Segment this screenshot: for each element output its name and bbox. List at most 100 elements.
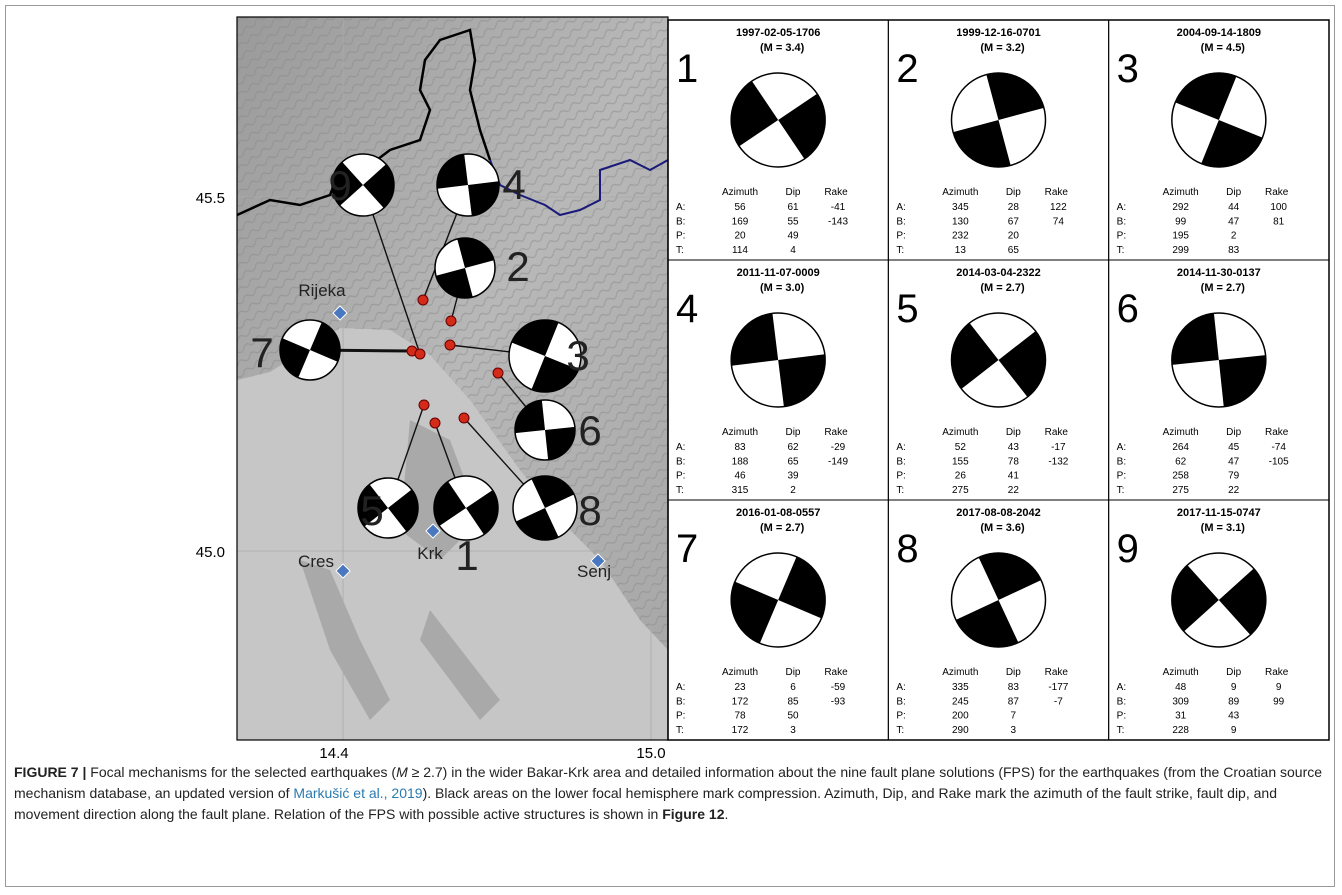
panels: 1997-02-05-1706 (M = 3.4) 1 Azimuth Dip Rake A… [667,19,1330,741]
compression-quadrant [358,484,418,532]
row-label: P: [676,471,685,482]
row-label: P: [676,711,685,722]
magnitude: (M = 3.1) [1201,522,1246,534]
column-header: Rake [1265,667,1289,678]
table-value: -17 [1051,442,1066,453]
table-value: 172 [732,725,749,736]
table-value: 195 [1172,231,1189,242]
epicenter [445,315,457,327]
magnitude: (M = 2.7) [980,282,1025,294]
row-label: P: [896,231,905,242]
row-label: T: [1117,485,1125,496]
compression-quadrant [511,320,579,392]
table-value: 26 [955,471,967,482]
table-value: 2 [1231,231,1237,242]
map: 45.5 45.0 14.4 15.0 [196,16,669,760]
table-value: -7 [1054,696,1063,707]
table-value: 43 [1228,711,1240,722]
event-date: 1999-12-16-0701 [956,27,1040,39]
event-date: 2014-11-30-0137 [1177,267,1261,279]
row-label: P: [1117,711,1126,722]
epicenter [492,367,504,379]
compression-quadrant [731,81,826,159]
row-label: A: [1117,442,1126,453]
table-value: 78 [1008,456,1020,467]
table-value: 62 [1175,456,1187,467]
marker-number: 4 [502,161,525,208]
compression-quadrant [515,400,575,460]
row-label: A: [676,682,685,693]
table-value: 169 [732,216,749,227]
figure-frame [5,5,1335,887]
table-value: 245 [952,696,969,707]
table-value: 87 [1008,696,1020,707]
table-value: 345 [952,202,969,213]
compression-quadrant [955,553,1042,647]
panel-number: 7 [676,527,698,571]
compression-quadrant [731,313,826,407]
lon-label: 14.4 [319,745,348,760]
table-value: 78 [734,711,746,722]
compression-quadrant [436,238,494,298]
table-value: 228 [1172,725,1189,736]
row-label: P: [1117,471,1126,482]
lat-label: 45.5 [196,190,225,207]
caption-text: Focal mechanisms for the selected earthq… [86,764,397,780]
table-value: -143 [828,216,848,227]
table-value: 22 [1228,485,1240,496]
place-label: Senj [577,562,611,581]
table-value: 67 [1008,216,1020,227]
column-header: Dip [1226,427,1241,438]
column-header: Rake [824,187,848,198]
table-value: -93 [831,696,846,707]
column-header: Azimuth [942,667,978,678]
table-value: 99 [1175,216,1187,227]
table-value: 172 [732,696,749,707]
marker-number: 7 [250,329,273,376]
table-value: 200 [952,711,969,722]
column-header: Azimuth [722,427,758,438]
row-label: P: [1117,231,1126,242]
compression-quadrant [332,161,394,209]
caption-label: FIGURE 7 | [14,764,87,780]
table-value: 65 [1008,245,1020,256]
epicenter [444,339,456,351]
table-value: 20 [734,231,746,242]
column-header: Azimuth [1163,187,1199,198]
table-value: 65 [787,456,799,467]
lon-label: 15.0 [636,745,665,760]
table-value: 3 [790,725,796,736]
table-value: -74 [1271,442,1286,453]
row-label: T: [896,725,904,736]
table-value: 7 [1011,711,1017,722]
row-label: B: [676,696,685,707]
table-value: 20 [1008,231,1020,242]
row-label: T: [676,485,684,496]
compression-quadrant [1171,313,1266,407]
magnitude: (M = 3.0) [760,282,805,294]
table-value: 48 [1175,682,1187,693]
table-value: -41 [831,202,846,213]
column-header: Rake [1265,187,1289,198]
place-marker [590,553,606,569]
table-value: 89 [1228,696,1240,707]
column-header: Rake [1045,427,1069,438]
table-value: 56 [734,202,746,213]
table-value: 258 [1172,471,1189,482]
row-label: B: [896,696,905,707]
table-value: 62 [787,442,799,453]
marker-number: 1 [455,532,478,579]
caption-text: ≥ 2.7) in the wider Bakar-Krk area and d… [14,764,1323,801]
row-label: B: [1117,456,1126,467]
table-value: 122 [1050,202,1067,213]
citation-link[interactable]: Markušić et al., 2019 [293,785,423,801]
table-value: 52 [955,442,967,453]
table-value: -105 [1269,456,1289,467]
table-value: 3 [1011,725,1017,736]
column-header: Dip [785,427,800,438]
table-value: 61 [787,202,799,213]
place-label: Cres [298,552,334,571]
row-label: A: [1117,682,1126,693]
table-value: -132 [1048,456,1068,467]
